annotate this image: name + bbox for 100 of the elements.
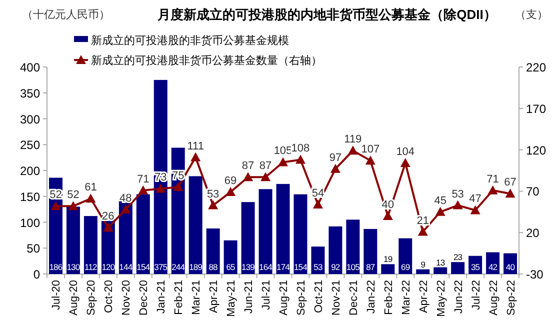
bar xyxy=(398,238,412,274)
bar xyxy=(416,269,430,274)
point xyxy=(312,199,323,208)
point xyxy=(173,182,184,192)
data-label: 87 xyxy=(242,160,254,172)
bar xyxy=(434,267,448,274)
x-tick-label: Jun-22 xyxy=(452,280,465,314)
bar xyxy=(381,264,395,274)
y2-axis-title: （支） xyxy=(515,8,548,21)
data-label: 71 xyxy=(137,173,150,186)
data-label: 130 xyxy=(66,262,80,272)
y-axis-title: （十亿元人民币） xyxy=(22,8,110,21)
bar xyxy=(188,176,202,274)
y-tick-label: 250 xyxy=(20,138,40,152)
data-label: 87 xyxy=(366,262,376,272)
data-label: 40 xyxy=(506,262,516,272)
data-label: 42 xyxy=(488,262,498,272)
point xyxy=(86,194,96,203)
x-tick-label: Apr-21 xyxy=(208,280,220,314)
data-label: 73 xyxy=(154,172,167,184)
x-tick-label: Oct-21 xyxy=(312,280,325,314)
y-tick-label: 150 xyxy=(20,190,40,204)
data-label: 97 xyxy=(329,152,342,164)
x-tick-label: Sep-21 xyxy=(295,280,308,316)
y-tick-label: 300 xyxy=(20,112,40,126)
y-tick-label: 200 xyxy=(20,164,40,178)
chart-title: 月度新成立的可投港股的内地非货币型公募基金（除QDII） xyxy=(156,7,496,22)
bar xyxy=(66,206,80,274)
bar xyxy=(241,202,255,274)
y-tick-label: 50 xyxy=(26,242,40,256)
bar xyxy=(258,189,272,274)
bar xyxy=(154,80,168,274)
y2-tick-label: 120 xyxy=(526,143,546,158)
data-label: 53 xyxy=(452,188,464,200)
data-label: 75 xyxy=(172,170,184,182)
x-tick-label: Nov-21 xyxy=(330,280,342,316)
data-label: 69 xyxy=(224,175,237,188)
data-label: 108 xyxy=(291,142,310,155)
x-tick-label: Oct-20 xyxy=(103,280,116,314)
point xyxy=(365,156,376,165)
data-label: 9 xyxy=(420,259,426,270)
data-label: 244 xyxy=(172,262,186,272)
point xyxy=(278,157,288,166)
data-label: 67 xyxy=(504,176,516,189)
y2-tick-label: 220 xyxy=(526,60,546,74)
x-tick-label: Dec-20 xyxy=(138,280,150,316)
data-label: 144 xyxy=(119,262,133,272)
x-tick-label: May-22 xyxy=(435,280,448,317)
x-tick-label: Nov-20 xyxy=(120,280,133,316)
x-tick-label: Jul-21 xyxy=(260,280,273,310)
x-tick-label: Jan-22 xyxy=(365,280,378,314)
x-tick-label: Jul-22 xyxy=(470,280,482,310)
data-label: 164 xyxy=(259,262,273,272)
bar xyxy=(136,194,150,274)
data-label: 112 xyxy=(84,262,98,272)
legend-label: 新成立的可投港股非货币公募基金数量（右轴） xyxy=(91,54,322,67)
data-label: 35 xyxy=(470,262,480,272)
point xyxy=(156,184,166,193)
point xyxy=(435,206,446,216)
data-label: 69 xyxy=(401,262,410,272)
point xyxy=(138,185,148,194)
data-label: 19 xyxy=(384,254,393,264)
data-label: 139 xyxy=(242,262,256,272)
data-label: 154 xyxy=(136,262,150,272)
legend-label: 新成立的可投港股的非货币公募基金规模 xyxy=(91,34,289,47)
point xyxy=(488,185,498,194)
point xyxy=(68,201,78,210)
bar xyxy=(224,240,238,274)
data-label: 13 xyxy=(436,257,446,268)
bar xyxy=(276,184,290,274)
y2-tick-label: 170 xyxy=(526,102,546,116)
data-label: 111 xyxy=(187,140,204,152)
data-label: 65 xyxy=(226,262,236,272)
data-label: 107 xyxy=(361,144,380,156)
y-tick-label: 100 xyxy=(20,216,40,230)
x-tick-label: Sep-22 xyxy=(505,280,518,316)
data-label: 47 xyxy=(469,193,482,206)
data-label: 87 xyxy=(259,160,272,172)
point xyxy=(382,211,393,220)
x-tick-label: Apr-22 xyxy=(418,280,430,314)
point xyxy=(243,172,254,182)
data-label: 105 xyxy=(346,262,360,272)
data-label: 92 xyxy=(331,262,340,272)
x-tick-label: Jan-21 xyxy=(156,280,168,314)
x-tick-label: Jun-21 xyxy=(243,280,256,314)
x-tick-label: Dec-21 xyxy=(348,280,360,316)
x-tick-label: Mar-22 xyxy=(400,280,412,315)
point xyxy=(260,172,271,182)
y2-tick-label: -30 xyxy=(526,268,544,282)
bar xyxy=(346,220,360,274)
data-label: 23 xyxy=(453,252,463,262)
x-tick-label: Aug-20 xyxy=(68,280,80,316)
data-label: 105 xyxy=(274,145,292,158)
x-tick-label: Sep-20 xyxy=(86,280,98,316)
point xyxy=(330,164,340,173)
x-tick-label: May-21 xyxy=(226,280,238,317)
x-tick-label: Jul-20 xyxy=(50,280,63,310)
point xyxy=(103,222,114,232)
point xyxy=(505,188,516,198)
point xyxy=(470,205,480,214)
